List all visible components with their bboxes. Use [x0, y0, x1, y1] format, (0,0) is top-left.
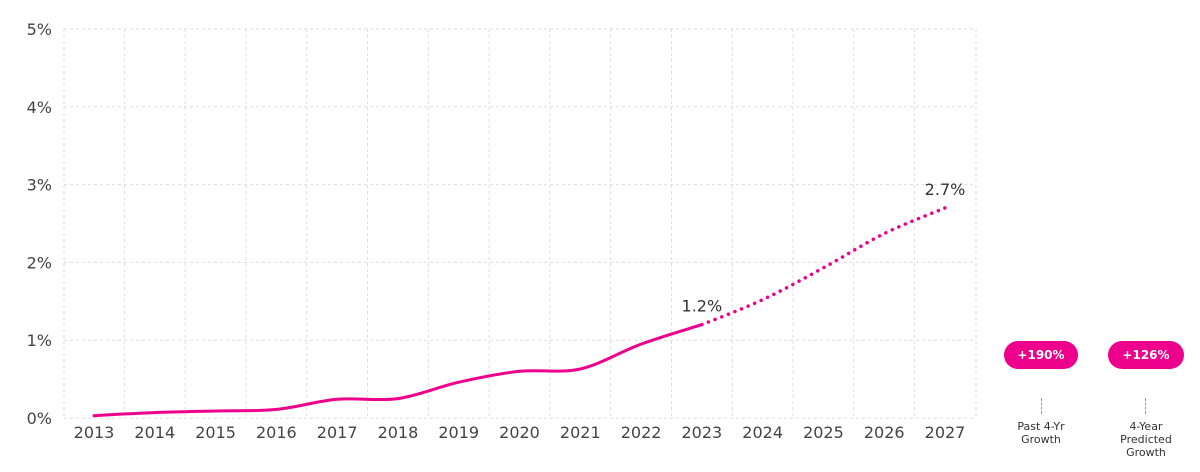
x-tick-label: 2022	[621, 423, 662, 442]
x-tick-label: 2019	[438, 423, 479, 442]
x-tick-label: 2021	[560, 423, 601, 442]
caption-line: Past 4-Yr	[1017, 420, 1065, 433]
x-tick-label: 2025	[803, 423, 844, 442]
y-tick-label: 3%	[27, 176, 52, 195]
caption-line: 4-Year	[1129, 420, 1163, 433]
annotations: 1.2% 2.7%	[682, 180, 966, 316]
caption-line: Growth	[1126, 446, 1166, 459]
caption-line: Predicted	[1120, 433, 1172, 446]
x-tick-label: 2023	[681, 423, 722, 442]
past-growth-caption: Past 4-Yr Growth	[1001, 420, 1081, 446]
data-label: 2.7%	[925, 180, 966, 199]
x-tick-label: 2027	[925, 423, 966, 442]
x-tick-label: 2013	[74, 423, 115, 442]
x-tick-label: 2016	[256, 423, 297, 442]
past-growth-badge: +190%	[1004, 341, 1078, 369]
y-tick-label: 5%	[27, 20, 52, 39]
y-tick-label: 2%	[27, 253, 52, 272]
predicted-growth-badge: +126%	[1108, 341, 1184, 369]
y-tick-label: 4%	[27, 98, 52, 117]
x-tick-label: 2015	[195, 423, 236, 442]
predicted-growth-connector	[1145, 398, 1146, 414]
data-label: 1.2%	[682, 297, 723, 316]
x-tick-label: 2026	[864, 423, 905, 442]
historical-line	[92, 323, 704, 418]
grid	[63, 28, 977, 419]
forecast-line	[700, 206, 947, 327]
x-tick-label: 2020	[499, 423, 540, 442]
x-tick-label: 2014	[134, 423, 175, 442]
x-axis-ticks: 2013 2014 2015 2016 2017 2018 2019 2020 2021 2022…	[74, 423, 966, 442]
caption-line: Growth	[1021, 433, 1061, 446]
predicted-growth-caption: 4-Year Predicted Growth	[1106, 420, 1186, 459]
x-tick-label: 2018	[378, 423, 419, 442]
y-tick-label: 1%	[27, 331, 52, 350]
past-growth-connector	[1041, 398, 1042, 414]
series	[92, 206, 947, 418]
x-tick-label: 2024	[742, 423, 783, 442]
y-axis-ticks: 0% 1% 2% 3% 4% 5%	[27, 20, 52, 428]
x-tick-label: 2017	[317, 423, 358, 442]
y-tick-label: 0%	[27, 409, 52, 428]
